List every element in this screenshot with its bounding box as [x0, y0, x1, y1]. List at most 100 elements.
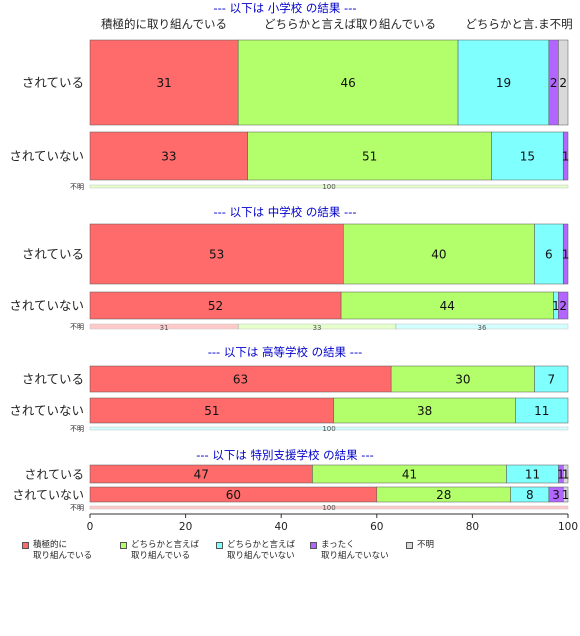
bar-segment — [89, 131, 248, 181]
legend-swatch-2 — [120, 542, 127, 549]
row-label: 不明 — [70, 323, 84, 331]
bar-segment — [563, 464, 569, 484]
bar-data-label: 100 — [322, 425, 335, 433]
legend-item-2: どちらかと言えば 取り組んでいる — [120, 540, 199, 562]
x-tick-label: 100 — [558, 521, 578, 533]
bar-segment — [237, 39, 459, 126]
bar-data-label: 47 — [194, 468, 209, 482]
bar-data-label: 38 — [417, 404, 432, 418]
bar-segment — [237, 323, 397, 330]
legend-swatch-1 — [22, 542, 29, 549]
row-label: されていない — [9, 298, 84, 313]
bar-segment — [534, 365, 569, 393]
bar-data-label: 30 — [455, 373, 470, 387]
bar-segment — [89, 39, 239, 126]
bar-data-label: 100 — [322, 504, 335, 512]
bar-segment — [457, 39, 550, 126]
bar-data-label: 19 — [496, 76, 511, 90]
row-label: されていない — [12, 488, 84, 502]
bar-segment — [558, 291, 569, 320]
bar-segment — [89, 184, 569, 189]
bar-data-label: 11 — [525, 468, 540, 482]
bar-data-label: 44 — [440, 299, 455, 313]
row-label: されている — [22, 75, 84, 90]
bar-segment — [89, 223, 344, 285]
header-label: どちらかと言.ま不明 — [465, 17, 572, 31]
bar-data-label: 51 — [204, 404, 219, 418]
row-label: されていない — [9, 149, 84, 164]
bar-segment — [395, 323, 569, 330]
chart-legend: 積極的に 取り組んでいる どちらかと言えば 取り組んでいる どちらかと言えば 取… — [22, 540, 578, 580]
bar-segment — [89, 397, 335, 424]
bar-segment — [562, 486, 569, 503]
bar-segment — [89, 505, 569, 510]
x-tick-label: 40 — [275, 521, 288, 533]
header-label: 積極的に取り組んでいる — [101, 17, 227, 31]
bar-data-label: 31 — [160, 324, 169, 332]
bar-data-label: 41 — [402, 468, 417, 482]
bar-segment — [491, 131, 564, 181]
bar-segment — [343, 223, 535, 285]
bar-segment — [562, 131, 569, 181]
bar-data-label: 33 — [313, 324, 322, 332]
bar-data-label: 53 — [209, 248, 224, 262]
x-tick-label: 0 — [87, 521, 94, 533]
row-label: されていない — [9, 403, 84, 418]
legend-item-5: 不明 — [406, 540, 434, 551]
legend-item-4: まったく 取り組んでいない — [310, 540, 389, 562]
bar-data-label: 51 — [362, 150, 377, 164]
row-label: されている — [22, 247, 84, 262]
row-label: 不明 — [70, 425, 84, 433]
bar-data-label: 36 — [477, 324, 486, 332]
bar-data-label: 100 — [322, 183, 335, 191]
bar-data-label: 3 — [552, 488, 560, 502]
x-tick-label: 60 — [370, 521, 383, 533]
header-label: どちらかと言えば取り組んでいる — [264, 17, 436, 31]
panel-title: --- 以下は 小学校 の結果 --- — [213, 1, 356, 15]
row-label: 不明 — [70, 504, 84, 512]
bar-segment — [390, 365, 535, 393]
bar-data-label: 6 — [545, 248, 553, 262]
bar-segment — [515, 397, 569, 424]
bar-data-label: 2 — [550, 76, 558, 90]
legend-label-4: まったく 取り組んでいない — [321, 540, 389, 561]
bar-data-label: 63 — [233, 373, 248, 387]
bar-data-label: 11 — [534, 404, 549, 418]
legend-label-1: 積極的に 取り組んでいる — [33, 540, 93, 561]
bar-data-label: 40 — [431, 248, 446, 262]
bar-data-label: 33 — [161, 150, 176, 164]
bar-data-label: 28 — [436, 488, 451, 502]
bar-segment — [558, 39, 569, 126]
bar-segment — [89, 291, 342, 320]
x-tick-label: 20 — [179, 521, 192, 533]
legend-swatch-3 — [216, 542, 223, 549]
legend-item-1: 積極的に 取り組んでいる — [22, 540, 92, 562]
legend-swatch-4 — [310, 542, 317, 549]
x-tick-label: 80 — [466, 521, 479, 533]
panel-title: --- 以下は 特別支援学校 の結果 --- — [196, 448, 374, 462]
bar-data-label: 1 — [552, 299, 560, 313]
bar-data-label: 2 — [559, 76, 567, 90]
row-label: されている — [24, 468, 84, 482]
panel-title: --- 以下は 高等学校 の結果 --- — [208, 345, 363, 359]
bar-data-label: 52 — [208, 299, 223, 313]
bar-segment — [562, 223, 569, 285]
legend-swatch-5 — [406, 542, 413, 549]
bar-data-label: 1 — [562, 150, 570, 164]
bar-data-label: 7 — [547, 373, 555, 387]
bar-segment — [247, 131, 492, 181]
bar-segment — [89, 365, 392, 393]
row-label: されている — [22, 372, 84, 387]
legend-label-3: どちらかと言えば 取り組んでいない — [227, 540, 296, 561]
bar-data-label: 1 — [562, 468, 570, 482]
legend-label-2: どちらかと言えば 取り組んでいる — [131, 540, 200, 561]
row-label: 不明 — [70, 183, 84, 191]
bar-data-label: 8 — [526, 488, 534, 502]
bar-data-label: 46 — [340, 76, 355, 90]
panel-title: --- 以下は 中学校 の結果 --- — [213, 205, 356, 219]
bar-data-label: 1 — [557, 468, 565, 482]
chart-canvas: 積極的に取り組んでいる どちらかと言えば取り組んでいる どちらかと言.ま不明 --- … — [9, 1, 578, 533]
bar-segment — [89, 426, 569, 431]
bar-data-label: 1 — [562, 488, 570, 502]
bar-segment — [89, 323, 239, 330]
